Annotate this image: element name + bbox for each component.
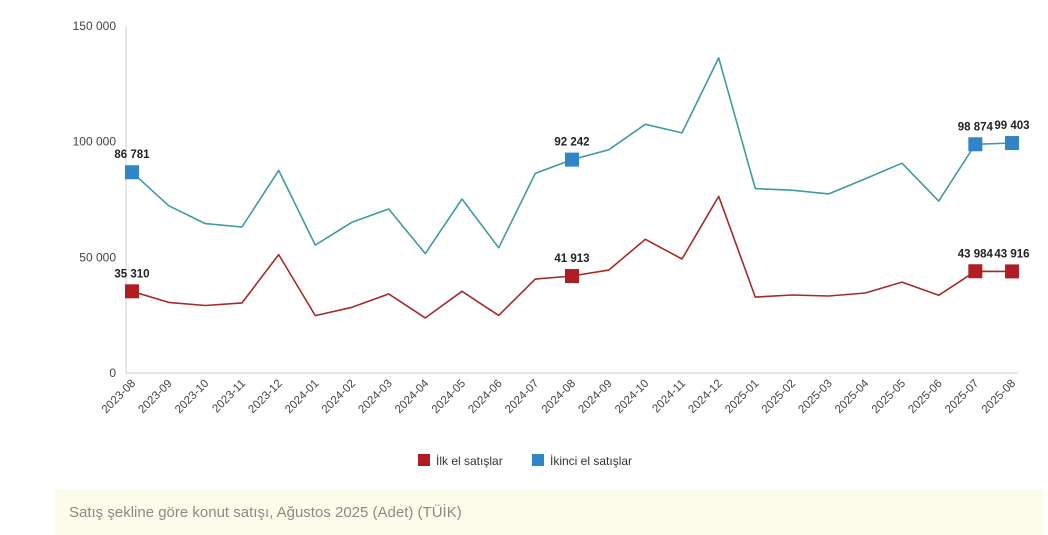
data-point-marker xyxy=(565,269,579,284)
y-axis-tick-labels: 150 000 100 000 50 000 0 xyxy=(73,19,117,380)
data-point-marker xyxy=(125,284,139,299)
x-tick-label: 2025-04 xyxy=(833,377,872,416)
data-label: 43 984 xyxy=(958,248,994,260)
x-tick-label: 2023-09 xyxy=(136,378,174,416)
data-point-marker xyxy=(968,137,983,152)
x-tick-label: 2024-04 xyxy=(393,377,432,416)
legend-swatch-ilk-el xyxy=(418,454,430,466)
data-label: 43 916 xyxy=(994,248,1029,260)
x-axis-tick-labels: 2023-082023-092023-102023-112023-122024-… xyxy=(100,377,1018,416)
x-tick-label: 2024-10 xyxy=(613,378,651,416)
x-tick-label: 2024-11 xyxy=(650,378,688,416)
data-labels: 35 310 41 913 43 984 43 916 86 781 92 242 98 8… xyxy=(114,120,1029,280)
data-point-marker xyxy=(1005,136,1019,151)
x-tick-label: 2024-06 xyxy=(466,378,504,416)
x-tick-label: 2024-05 xyxy=(430,378,468,416)
y-tick-label: 0 xyxy=(109,366,116,380)
x-tick-label: 2023-11 xyxy=(210,378,248,416)
legend-label-ilk-el: İlk el satışlar xyxy=(436,454,503,468)
data-point-marker xyxy=(565,152,579,167)
data-point-marker xyxy=(125,165,139,180)
x-tick-label: 2025-08 xyxy=(980,378,1018,416)
x-tick-label: 2024-02 xyxy=(320,378,358,416)
x-tick-label: 2023-12 xyxy=(246,378,284,416)
data-label: 35 310 xyxy=(114,268,149,280)
x-tick-label: 2025-07 xyxy=(943,378,981,416)
x-tick-label: 2025-06 xyxy=(906,378,944,416)
x-tick-label: 2024-12 xyxy=(686,378,724,416)
y-tick-label: 150 000 xyxy=(73,19,117,33)
data-label: 41 913 xyxy=(554,253,589,265)
x-tick-label: 2024-07 xyxy=(503,378,541,416)
data-label: 99 403 xyxy=(994,120,1029,132)
legend-swatch-ikinci-el xyxy=(532,454,544,466)
data-point-marker xyxy=(1005,264,1019,279)
x-tick-label: 2023-08 xyxy=(100,378,138,416)
data-label: 98 874 xyxy=(958,121,994,133)
series-markers xyxy=(125,136,1019,299)
data-point-marker xyxy=(968,264,983,279)
x-tick-label: 2024-03 xyxy=(356,378,394,416)
chart-caption: Satış şekline göre konut satışı, Ağustos… xyxy=(69,504,462,521)
x-tick-label: 2024-08 xyxy=(540,378,578,416)
x-tick-label: 2025-03 xyxy=(796,378,834,416)
x-tick-label: 2025-05 xyxy=(870,378,908,416)
y-tick-label: 100 000 xyxy=(73,135,117,149)
legend: İlk el satışlar İkinci el satışlar xyxy=(418,454,632,468)
caption-box: Satış şekline göre konut satışı, Ağustos… xyxy=(55,489,1043,535)
x-tick-label: 2025-01 xyxy=(723,378,761,416)
data-label: 92 242 xyxy=(554,137,589,149)
data-label: 86 781 xyxy=(114,149,150,161)
y-tick-label: 50 000 xyxy=(79,250,116,264)
legend-label-ikinci-el: İkinci el satışlar xyxy=(550,454,632,468)
x-tick-label: 2024-01 xyxy=(283,378,321,416)
x-tick-label: 2023-10 xyxy=(173,378,211,416)
x-tick-label: 2025-02 xyxy=(760,378,798,416)
x-tick-label: 2024-09 xyxy=(576,378,614,416)
